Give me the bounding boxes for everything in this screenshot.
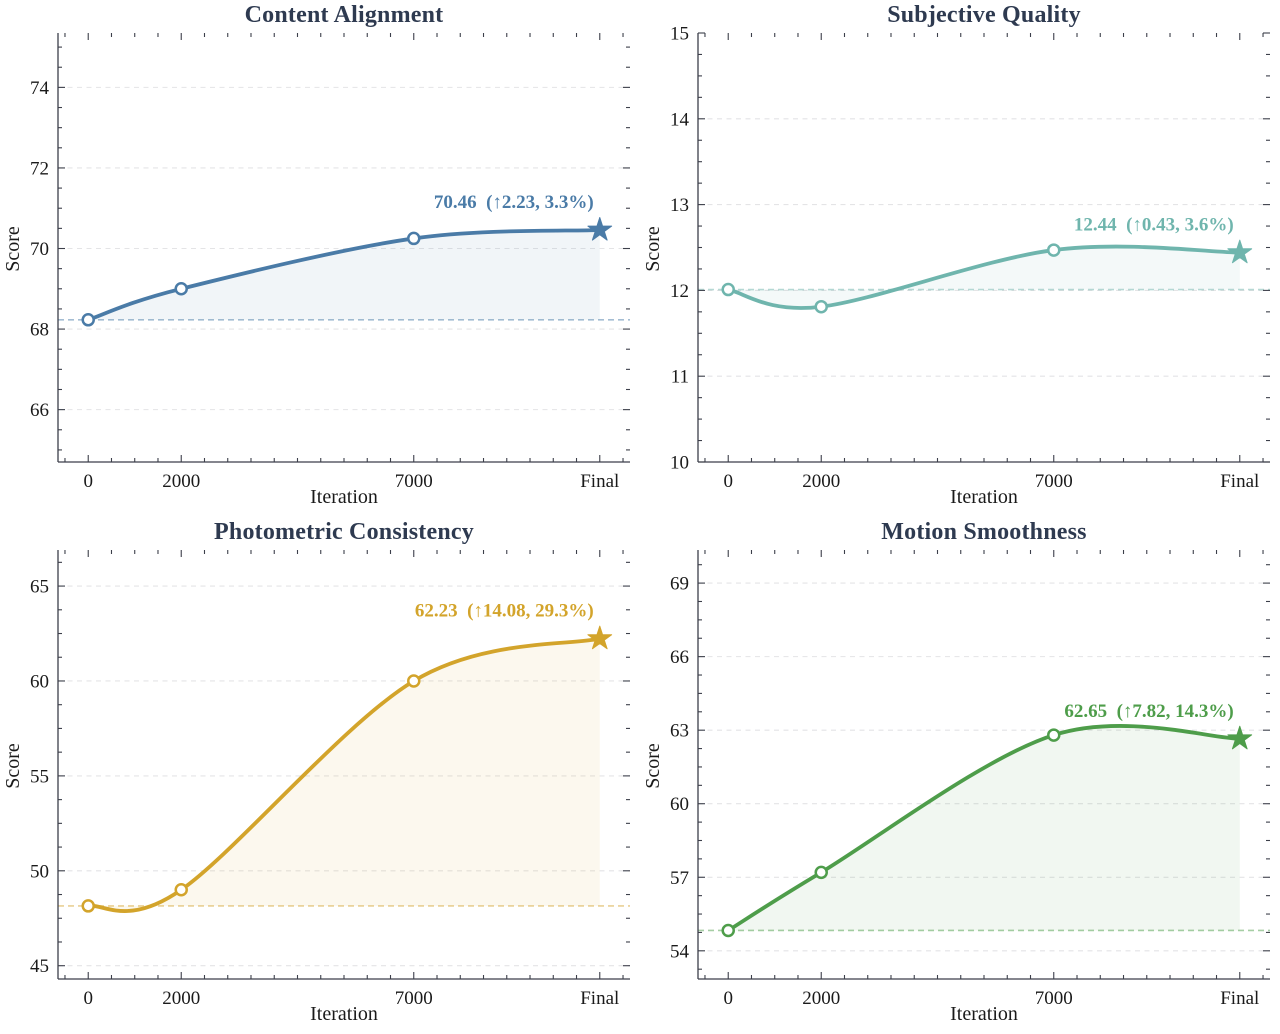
content-alignment-plot: 0 2000 7000 Final 66 68 70 72 74 70.46 (↑2.23, 3.… [30, 33, 630, 492]
final-star-marker [587, 625, 613, 650]
y-tick-label: 57 [670, 868, 689, 889]
final-value-annotation: 12.44 (↑0.43, 3.6%) [1074, 215, 1234, 236]
y-tick-label: 60 [670, 794, 689, 815]
x-tick-label: 0 [723, 471, 733, 492]
x-tick-label: 7000 [1035, 988, 1073, 1009]
x-tick-label: 2000 [162, 988, 200, 1009]
y-tick-label: 10 [670, 453, 689, 474]
subjective-quality-plot: 0 2000 7000 Final 10 11 12 13 14 15 12.44 (↑0.43, … [670, 24, 1270, 492]
x-axis-label: Iteration [950, 486, 1018, 508]
motion-smoothness-plot: 0 2000 7000 Final 54 57 60 63 66 69 62.65 (↑7.82, … [670, 550, 1270, 1009]
chart-title: Photometric Consistency [214, 519, 474, 545]
y-tick-label: 12 [670, 281, 689, 302]
data-point-marker [174, 883, 188, 897]
photometric-consistency-plot: 0 2000 7000 Final 45 50 55 60 65 62.23 (↑14.08, 2… [30, 550, 630, 1009]
y-tick-label: 66 [30, 400, 49, 421]
data-point-marker [407, 231, 421, 246]
chart-title: Subjective Quality [887, 2, 1081, 28]
series-line [86, 228, 602, 322]
y-tick-label: 55 [30, 766, 49, 787]
area-fill [88, 638, 600, 912]
y-tick-label: 63 [670, 721, 689, 742]
y-tick-label: 69 [670, 574, 689, 595]
area-fill [728, 246, 1240, 308]
final-star-marker [1227, 725, 1253, 750]
y-tick-label: 15 [670, 24, 689, 45]
final-star-marker [587, 216, 613, 241]
y-tick-label: 65 [30, 577, 49, 598]
x-tick-label: Final [580, 471, 619, 492]
chart-title: Content Alignment [244, 2, 444, 28]
chart-panel-motion-smoothness: Motion Smoothness Score 0 2000 7000 Final 54… [640, 517, 1280, 1034]
x-tick-label: 0 [83, 988, 93, 1009]
final-value-annotation: 70.46 (↑2.23, 3.3%) [434, 192, 594, 213]
data-point-marker [81, 313, 95, 327]
y-tick-label: 13 [670, 195, 689, 216]
data-point-marker [721, 923, 735, 938]
y-tick-label: 66 [670, 647, 689, 668]
y-tick-label: 72 [30, 158, 49, 179]
chart-title: Motion Smoothness [881, 519, 1087, 545]
y-tick-label: 50 [30, 861, 49, 882]
series-line [726, 244, 1242, 310]
data-point-marker [81, 899, 95, 913]
area-fill [88, 229, 600, 320]
x-tick-label: 0 [723, 988, 733, 1009]
chart-panel-photometric-consistency: Photometric Consistency Score 0 2000 7000 F… [0, 517, 640, 1034]
area-fill [728, 725, 1240, 931]
y-tick-label: 45 [30, 956, 49, 977]
y-tick-label: 74 [30, 78, 50, 99]
x-tick-label: 7000 [395, 471, 433, 492]
chart-panel-subjective-quality: Subjective Quality Score 0 2000 7000 Final 1… [640, 0, 1280, 517]
final-star-marker [1227, 239, 1253, 264]
data-point-marker [814, 865, 828, 880]
y-tick-label: 60 [30, 671, 49, 692]
series-line [86, 636, 602, 913]
x-tick-label: Final [1220, 471, 1259, 492]
chart-panel-content-alignment: Content Alignment Score 0 2000 7000 Final 66… [0, 0, 640, 517]
x-tick-label: 7000 [1035, 471, 1073, 492]
x-tick-label: 2000 [162, 471, 200, 492]
final-value-annotation: 62.23 (↑14.08, 29.3%) [415, 601, 594, 622]
x-axis-label: Iteration [950, 1003, 1018, 1025]
y-tick-label: 70 [30, 239, 49, 260]
data-point-marker [1047, 728, 1061, 742]
x-tick-label: Final [1220, 988, 1259, 1009]
x-tick-label: Final [580, 988, 619, 1009]
y-tick-label: 68 [30, 320, 49, 341]
data-point-marker [407, 674, 421, 688]
data-point-marker [721, 282, 735, 297]
y-tick-label: 54 [670, 941, 690, 962]
series-line [726, 724, 1242, 933]
x-axis-label: Iteration [310, 1003, 378, 1025]
y-tick-label: 11 [671, 367, 689, 388]
y-tick-label: 14 [670, 109, 690, 130]
data-point-marker [1047, 243, 1061, 257]
x-axis-label: Iteration [310, 486, 378, 508]
x-tick-label: 2000 [802, 988, 840, 1009]
x-tick-label: 7000 [395, 988, 433, 1009]
data-point-marker [174, 282, 188, 296]
x-tick-label: 2000 [802, 471, 840, 492]
final-value-annotation: 62.65 (↑7.82, 14.3%) [1064, 701, 1233, 722]
x-tick-label: 0 [83, 471, 93, 492]
data-point-marker [814, 299, 828, 314]
